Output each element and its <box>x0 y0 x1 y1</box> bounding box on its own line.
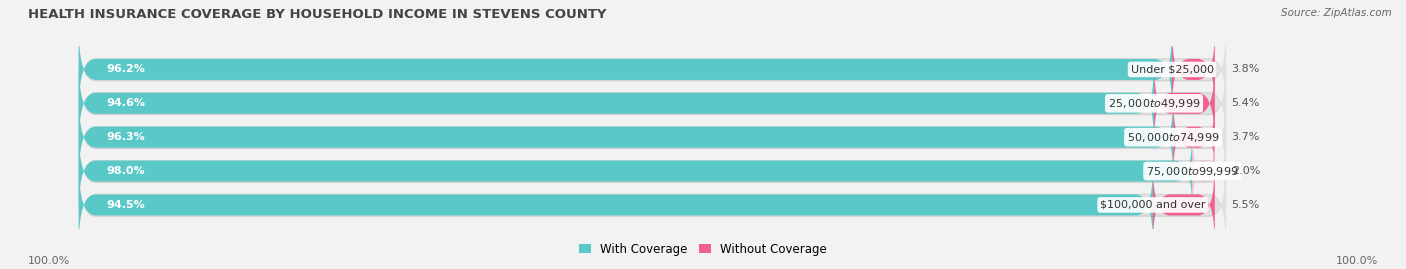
Text: 3.7%: 3.7% <box>1232 132 1260 142</box>
Legend: With Coverage, Without Coverage: With Coverage, Without Coverage <box>574 238 832 260</box>
FancyBboxPatch shape <box>1173 97 1215 178</box>
Text: 5.5%: 5.5% <box>1232 200 1260 210</box>
Text: 94.5%: 94.5% <box>107 200 146 210</box>
Text: Source: ZipAtlas.com: Source: ZipAtlas.com <box>1281 8 1392 18</box>
FancyBboxPatch shape <box>79 166 1226 245</box>
FancyBboxPatch shape <box>79 98 1226 177</box>
FancyBboxPatch shape <box>79 97 1226 178</box>
FancyBboxPatch shape <box>79 63 1226 144</box>
FancyBboxPatch shape <box>79 131 1192 211</box>
FancyBboxPatch shape <box>79 97 1173 178</box>
Text: 100.0%: 100.0% <box>28 256 70 266</box>
Text: $25,000 to $49,999: $25,000 to $49,999 <box>1108 97 1201 110</box>
FancyBboxPatch shape <box>1173 29 1215 110</box>
Text: $100,000 and over: $100,000 and over <box>1099 200 1206 210</box>
FancyBboxPatch shape <box>79 29 1173 110</box>
Text: HEALTH INSURANCE COVERAGE BY HOUSEHOLD INCOME IN STEVENS COUNTY: HEALTH INSURANCE COVERAGE BY HOUSEHOLD I… <box>28 8 606 21</box>
Text: 96.2%: 96.2% <box>107 65 146 75</box>
FancyBboxPatch shape <box>1192 131 1215 211</box>
FancyBboxPatch shape <box>1154 63 1215 144</box>
FancyBboxPatch shape <box>79 165 1226 245</box>
Text: 2.0%: 2.0% <box>1232 166 1260 176</box>
Text: 96.3%: 96.3% <box>107 132 146 142</box>
Text: $75,000 to $99,999: $75,000 to $99,999 <box>1146 165 1239 178</box>
Text: 98.0%: 98.0% <box>107 166 145 176</box>
FancyBboxPatch shape <box>79 64 1226 143</box>
FancyBboxPatch shape <box>1153 165 1215 245</box>
Text: 3.8%: 3.8% <box>1232 65 1260 75</box>
Text: Under $25,000: Under $25,000 <box>1130 65 1213 75</box>
FancyBboxPatch shape <box>79 29 1226 110</box>
Text: 100.0%: 100.0% <box>1336 256 1378 266</box>
Text: $50,000 to $74,999: $50,000 to $74,999 <box>1128 131 1219 144</box>
FancyBboxPatch shape <box>79 63 1154 144</box>
FancyBboxPatch shape <box>79 165 1153 245</box>
FancyBboxPatch shape <box>79 132 1226 211</box>
Text: 94.6%: 94.6% <box>107 98 146 108</box>
FancyBboxPatch shape <box>79 131 1226 211</box>
FancyBboxPatch shape <box>79 30 1226 109</box>
Text: 5.4%: 5.4% <box>1232 98 1260 108</box>
